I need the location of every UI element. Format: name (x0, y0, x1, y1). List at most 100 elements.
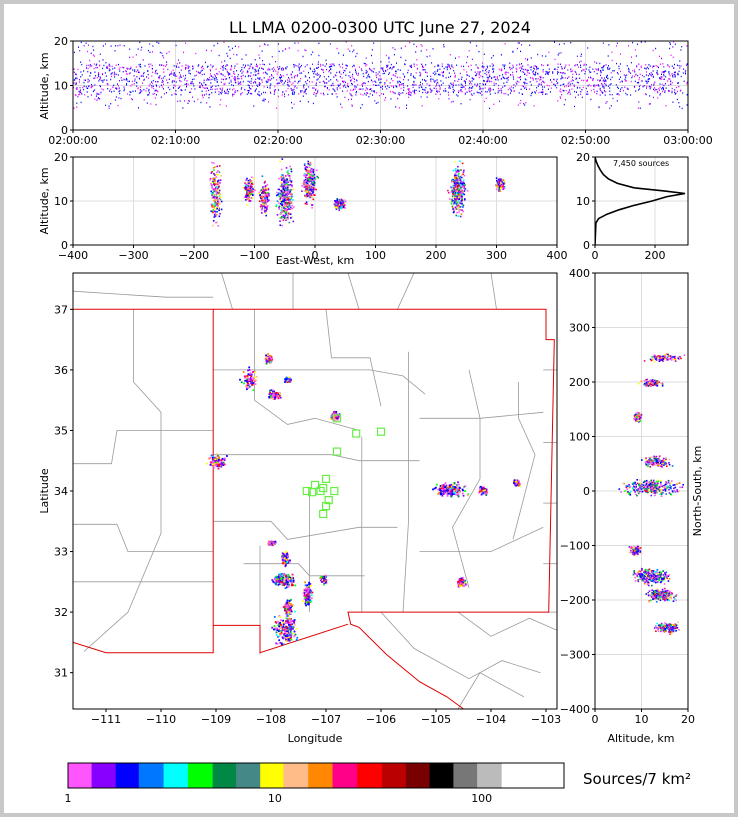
time-source-point (469, 86, 471, 89)
time-source-point (114, 76, 116, 78)
time-source-point (380, 81, 382, 84)
map-source-point (213, 457, 215, 460)
ew-source-point (496, 184, 499, 187)
time-source-point (547, 73, 549, 76)
time-source-point (81, 93, 83, 95)
time-source-point (364, 92, 366, 95)
map-source-point (218, 465, 221, 467)
time-source-point (421, 105, 423, 107)
map-source-point (226, 455, 228, 457)
time-source-point (199, 81, 201, 84)
time-source-point (116, 87, 118, 89)
time-source-point (255, 82, 257, 84)
time-source-point (108, 68, 110, 70)
time-source-point (334, 74, 336, 76)
time-source-point (92, 54, 94, 56)
ew-source-point (335, 206, 337, 208)
ew-source-point (451, 198, 453, 201)
time-source-point (298, 80, 300, 83)
ew-source-point (289, 213, 292, 215)
time-source-point (571, 79, 573, 81)
map-source-point (337, 415, 340, 418)
ew-source-point (249, 200, 252, 202)
time-source-point (212, 85, 214, 87)
time-source-point (599, 62, 601, 65)
time-source-point (348, 98, 350, 101)
ew-source-point (503, 180, 506, 183)
ew-source-point (245, 183, 248, 186)
ew-source-point (214, 199, 216, 201)
time-source-point (580, 55, 582, 57)
time-source-point (500, 69, 502, 71)
time-source-point (157, 90, 159, 93)
map-source-point (337, 417, 340, 420)
map-source-point (448, 490, 450, 493)
time-source-point (385, 69, 386, 72)
ew-source-point (459, 175, 462, 178)
time-source-point (294, 85, 296, 87)
time-source-point (400, 83, 402, 86)
time-source-point (433, 87, 435, 89)
time-source-point (218, 54, 220, 57)
time-source-point (101, 88, 103, 90)
ew-source-point (456, 188, 458, 190)
ew-source-point (282, 205, 284, 208)
time-source-point (163, 83, 164, 85)
time-source-point (322, 69, 324, 71)
map-source-point (450, 493, 453, 495)
time-source-point (452, 82, 454, 84)
ew-source-point (311, 181, 314, 183)
time-source-point (434, 71, 436, 73)
time-source-point (358, 88, 360, 90)
time-source-point (438, 84, 440, 86)
time-source-point (325, 78, 327, 80)
time-source-point (650, 86, 652, 88)
time-source-point (347, 84, 349, 86)
time-source-point (129, 48, 131, 50)
map-source-point (269, 355, 272, 357)
ew-source-point (283, 177, 286, 180)
time-source-point (603, 65, 605, 67)
map-source-point (446, 495, 449, 497)
time-source-point (130, 66, 132, 68)
ew-source-point (310, 168, 312, 170)
time-source-point (154, 97, 156, 99)
time-source-point (123, 45, 125, 47)
time-source-point (294, 74, 296, 77)
time-source-point (167, 68, 169, 71)
time-source-point (164, 75, 166, 78)
ew-source-point (245, 186, 247, 189)
ew-source-point (312, 198, 315, 201)
time-source-point (581, 79, 583, 81)
time-source-point (621, 87, 623, 89)
ew-source-point (339, 205, 341, 208)
time-source-point (203, 79, 205, 81)
time-source-point (482, 83, 484, 85)
time-source-point (338, 64, 340, 66)
time-source-point (398, 92, 400, 94)
ew-source-point (458, 170, 460, 173)
map-source-point (443, 489, 446, 492)
time-source-point (294, 80, 296, 83)
ew-source-point (457, 184, 460, 187)
ew-source-point (453, 192, 455, 195)
time-source-point (638, 68, 640, 71)
time-source-point (248, 85, 250, 87)
time-source-point (486, 91, 488, 93)
time-source-point (119, 70, 121, 72)
ew-source-point (496, 179, 498, 182)
time-source-point (316, 74, 318, 76)
time-source-point (578, 82, 580, 84)
time-source-point (493, 103, 495, 105)
time-source-point (668, 89, 670, 92)
time-source-point (686, 63, 688, 65)
ew-source-point (312, 187, 315, 189)
time-source-point (336, 47, 338, 50)
ew-source-point (450, 200, 453, 203)
time-source-point (390, 98, 392, 100)
ew-source-point (455, 193, 458, 195)
time-source-point (517, 104, 519, 106)
time-source-point (454, 75, 456, 77)
time-source-point (75, 83, 77, 85)
time-source-point (120, 77, 122, 79)
